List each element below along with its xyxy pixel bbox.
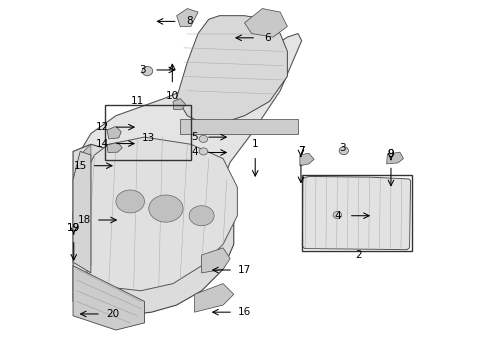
Polygon shape <box>244 9 287 37</box>
Polygon shape <box>386 152 403 164</box>
Polygon shape <box>80 144 91 266</box>
Text: 3: 3 <box>139 65 146 75</box>
Text: 12: 12 <box>96 122 109 132</box>
Text: 18: 18 <box>78 215 91 225</box>
Text: 11: 11 <box>130 96 143 107</box>
Polygon shape <box>73 33 301 273</box>
Text: 16: 16 <box>237 307 251 317</box>
Text: 14: 14 <box>96 139 109 149</box>
Text: 20: 20 <box>105 309 119 319</box>
Polygon shape <box>73 152 91 273</box>
Ellipse shape <box>199 148 207 155</box>
Ellipse shape <box>142 66 152 76</box>
Polygon shape <box>176 9 198 26</box>
Polygon shape <box>201 248 230 273</box>
Text: 7: 7 <box>297 146 304 156</box>
Polygon shape <box>80 137 237 291</box>
Text: 4: 4 <box>333 211 340 221</box>
Text: 4: 4 <box>191 148 198 157</box>
Text: 1: 1 <box>251 139 258 149</box>
Polygon shape <box>302 176 410 249</box>
Text: 9: 9 <box>387 149 393 159</box>
Text: 3: 3 <box>339 143 346 153</box>
Polygon shape <box>299 153 313 166</box>
Text: 19: 19 <box>67 223 80 233</box>
Ellipse shape <box>189 206 214 226</box>
Ellipse shape <box>199 135 207 143</box>
Polygon shape <box>180 119 298 134</box>
Text: 2: 2 <box>355 250 362 260</box>
Text: 19: 19 <box>67 223 80 233</box>
Text: 5: 5 <box>191 132 198 142</box>
Ellipse shape <box>148 195 183 222</box>
Polygon shape <box>173 99 185 110</box>
Text: 7: 7 <box>297 146 304 156</box>
Ellipse shape <box>332 211 341 219</box>
Text: 17: 17 <box>237 265 251 275</box>
Text: 13: 13 <box>141 133 154 143</box>
Polygon shape <box>194 284 233 312</box>
Polygon shape <box>107 143 122 153</box>
Text: 10: 10 <box>165 91 179 101</box>
Ellipse shape <box>339 147 348 155</box>
Polygon shape <box>73 144 233 316</box>
Ellipse shape <box>116 190 144 213</box>
Text: 9: 9 <box>387 149 393 159</box>
Bar <box>301 175 411 251</box>
Polygon shape <box>176 16 287 123</box>
Polygon shape <box>73 266 144 330</box>
Bar <box>105 105 190 160</box>
Polygon shape <box>107 126 121 139</box>
Text: 6: 6 <box>264 33 270 43</box>
Text: 8: 8 <box>185 17 192 26</box>
Text: 15: 15 <box>73 161 87 171</box>
